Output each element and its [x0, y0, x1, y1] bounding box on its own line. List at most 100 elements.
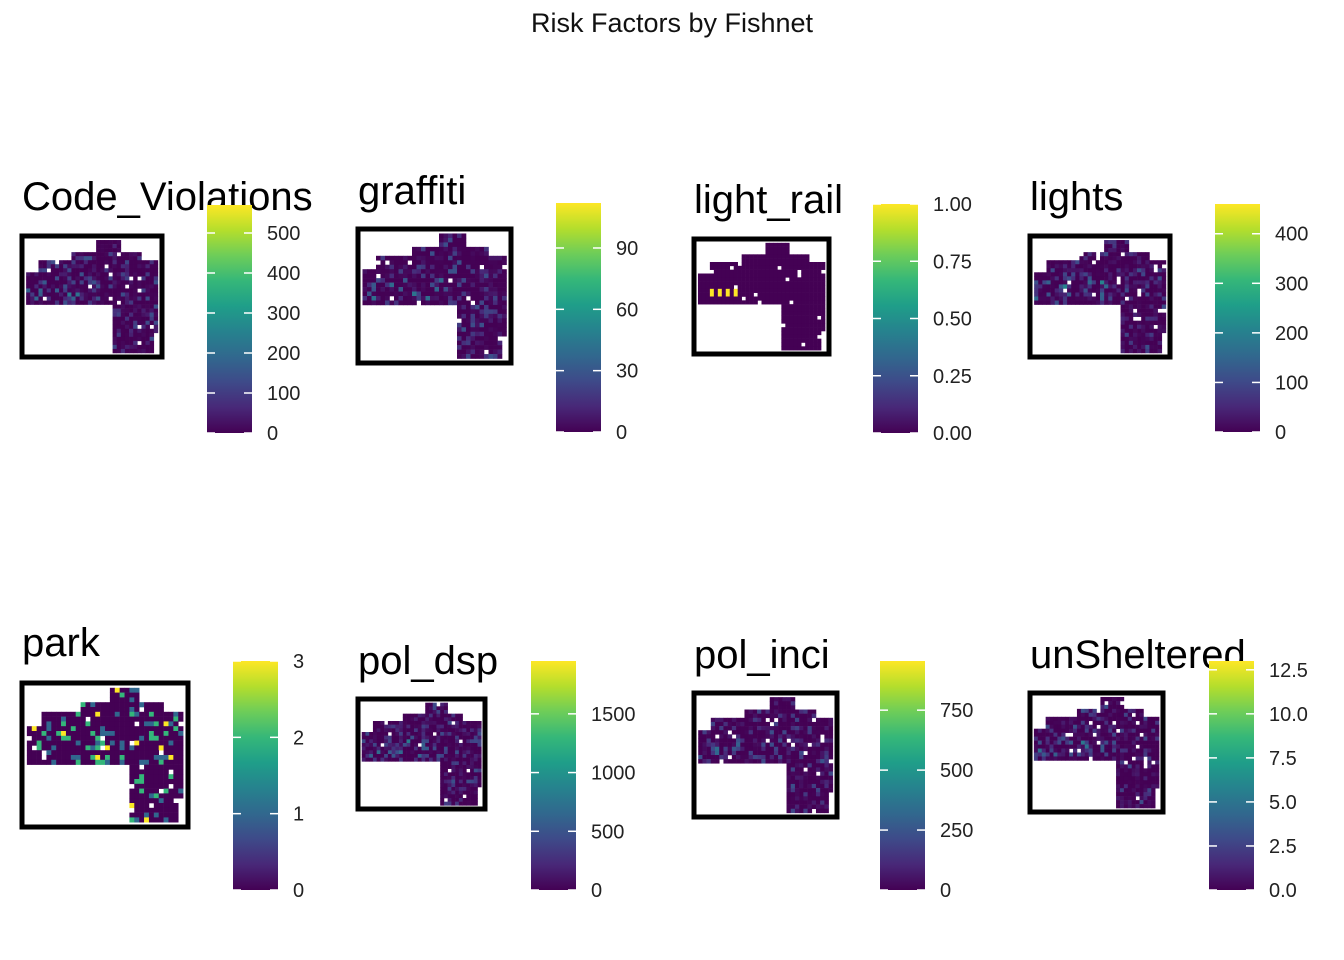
fishnet-cell	[112, 332, 118, 338]
fishnet-cell	[1046, 264, 1051, 269]
fishnet-cell	[129, 692, 135, 698]
fishnet-cell	[108, 284, 113, 289]
fishnet-cell	[54, 300, 60, 305]
fishnet-cell	[51, 721, 57, 727]
fishnet-cell	[376, 757, 381, 762]
fishnet-cell	[813, 285, 818, 290]
fishnet-cell	[163, 783, 169, 789]
fishnet-cell	[109, 692, 116, 698]
fishnet-cell	[773, 734, 779, 739]
fishnet-cell	[141, 336, 146, 342]
fishnet-cell	[92, 264, 97, 269]
fishnet-cell	[815, 779, 821, 785]
fishnet-cell	[425, 702, 430, 707]
fishnet-cell	[36, 731, 42, 737]
fishnet-cell	[149, 304, 155, 309]
fishnet-cell	[447, 713, 452, 718]
fishnet-cell	[92, 280, 97, 285]
fishnet-cell	[769, 250, 774, 255]
fishnet-cell	[1155, 724, 1160, 729]
fishnet-cell	[1096, 716, 1101, 722]
fishnet-cell	[406, 746, 411, 751]
fishnet-cell	[145, 328, 150, 334]
fishnet-cell	[731, 759, 737, 764]
fishnet-cell	[134, 711, 140, 717]
fishnet-cell	[1075, 260, 1080, 265]
fishnet-cell	[811, 750, 817, 756]
fishnet-cell	[403, 296, 408, 301]
fishnet-cell	[701, 281, 707, 286]
facet-title: pol_dsp	[358, 639, 498, 683]
fishnet-cell	[781, 285, 786, 290]
fishnet-cell	[31, 759, 37, 765]
fishnet-cell	[765, 262, 770, 267]
fishnet-cell	[457, 296, 462, 301]
fishnet-cell	[65, 759, 72, 765]
fishnet-cell	[394, 282, 399, 288]
legend-tick-label: 1500	[591, 704, 636, 726]
fishnet-cell	[502, 327, 507, 333]
fishnet-cell	[1069, 736, 1074, 741]
fishnet-cell	[1104, 712, 1109, 718]
fishnet-cell	[1046, 292, 1051, 297]
fishnet-cell	[1037, 752, 1043, 757]
fishnet-cell	[1080, 712, 1086, 718]
fishnet-cell	[1147, 728, 1152, 733]
fishnet-cell	[777, 281, 782, 286]
fishnet-cell	[737, 285, 742, 290]
fishnet-cell	[96, 272, 101, 277]
fishnet-cell	[447, 790, 452, 795]
fishnet-cell	[432, 743, 437, 747]
fishnet-cell	[149, 292, 155, 297]
fishnet-cell	[1139, 716, 1144, 722]
fishnet-cell	[403, 282, 408, 288]
fishnet-cell	[112, 272, 118, 277]
fishnet-cell	[811, 763, 817, 768]
fishnet-cell	[488, 327, 494, 333]
fishnet-cell	[721, 285, 727, 290]
fishnet-cell	[416, 273, 422, 279]
fishnet-cell	[145, 272, 150, 277]
fishnet-cell	[1112, 736, 1117, 741]
fishnet-cell	[56, 716, 62, 722]
fishnet-cell	[1139, 756, 1144, 761]
map-frame	[1027, 233, 1173, 360]
fishnet-cell	[769, 759, 775, 764]
fishnet-cell	[479, 251, 485, 257]
legend-tick-label: 300	[267, 303, 300, 325]
fishnet-cell	[1076, 752, 1082, 757]
fishnet-cell	[761, 726, 766, 731]
fishnet-cell	[786, 808, 792, 814]
fishnet-cell	[502, 304, 507, 310]
fishnet-cell	[458, 721, 463, 725]
fishnet-cell	[410, 743, 415, 747]
fishnet-cell	[96, 284, 101, 289]
fishnet-cell	[406, 743, 411, 747]
fishnet-cell	[470, 724, 475, 729]
fishnet-cell	[137, 256, 142, 261]
fishnet-cell	[443, 732, 448, 736]
fishnet-cell	[458, 728, 463, 733]
fishnet-cell	[1045, 740, 1050, 745]
fishnet-cell	[458, 768, 463, 773]
fishnet-cell	[1034, 292, 1039, 297]
colorbar	[207, 205, 252, 433]
fishnet-cell	[1038, 292, 1043, 297]
fishnet-cell	[148, 807, 155, 813]
fishnet-cell	[773, 242, 778, 247]
fishnet-cell	[789, 296, 794, 301]
fishnet-cell	[443, 269, 449, 274]
fishnet-cell	[1053, 752, 1058, 757]
fishnet-cell	[733, 300, 738, 305]
fishnet-cell	[41, 740, 47, 746]
fishnet-cell	[421, 713, 426, 718]
fishnet-cell	[416, 269, 422, 274]
fishnet-cell	[119, 697, 125, 703]
fishnet-cell	[493, 309, 498, 315]
fishnet-cell	[820, 792, 825, 797]
fishnet-cell	[1104, 252, 1109, 257]
fishnet-cell	[178, 750, 184, 756]
fishnet-cell	[1143, 776, 1148, 781]
fishnet-cell	[83, 280, 89, 285]
fishnet-cell	[1124, 252, 1130, 257]
